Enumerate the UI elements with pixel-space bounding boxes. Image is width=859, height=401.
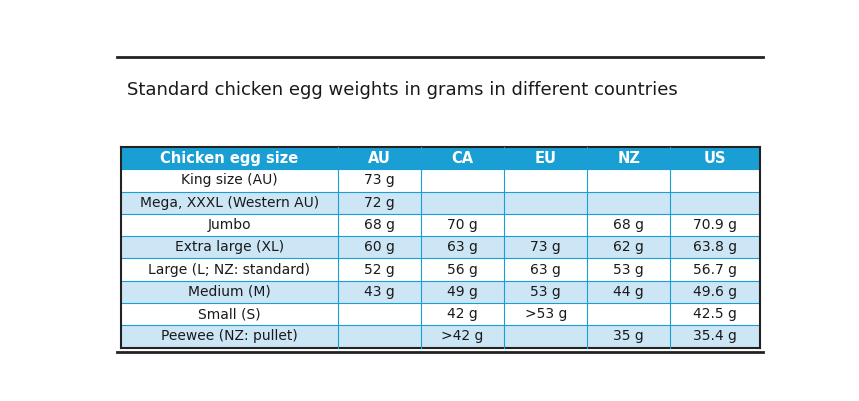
Bar — [504, 236, 588, 258]
Bar — [588, 214, 670, 236]
Bar — [338, 192, 421, 214]
Text: 60 g: 60 g — [364, 240, 395, 254]
Bar — [588, 303, 670, 325]
Bar — [504, 169, 588, 192]
Bar — [504, 325, 588, 348]
Bar — [421, 192, 504, 214]
Text: 44 g: 44 g — [613, 285, 644, 299]
Text: AU: AU — [369, 151, 391, 166]
Bar — [338, 303, 421, 325]
Text: Large (L; NZ: standard): Large (L; NZ: standard) — [149, 263, 310, 277]
Bar — [504, 214, 588, 236]
Bar — [338, 147, 421, 169]
Bar — [670, 169, 760, 192]
Text: 73 g: 73 g — [364, 173, 395, 187]
Text: 35 g: 35 g — [613, 330, 644, 344]
Text: Peewee (NZ: pullet): Peewee (NZ: pullet) — [161, 330, 298, 344]
Text: 63.8 g: 63.8 g — [693, 240, 737, 254]
Bar — [670, 214, 760, 236]
Bar — [421, 236, 504, 258]
Bar — [588, 169, 670, 192]
Bar — [421, 169, 504, 192]
Text: 42.5 g: 42.5 g — [693, 307, 737, 321]
Text: 68 g: 68 g — [613, 218, 644, 232]
Bar — [120, 303, 338, 325]
Bar — [120, 258, 338, 281]
Bar — [338, 281, 421, 303]
Bar — [338, 169, 421, 192]
Bar — [670, 281, 760, 303]
Text: 70.9 g: 70.9 g — [693, 218, 737, 232]
Text: US: US — [704, 151, 727, 166]
Bar — [120, 281, 338, 303]
Bar — [670, 147, 760, 169]
Text: 35.4 g: 35.4 g — [693, 330, 737, 344]
Bar — [120, 192, 338, 214]
Bar — [120, 169, 338, 192]
Text: >53 g: >53 g — [525, 307, 567, 321]
Bar — [670, 325, 760, 348]
Text: CA: CA — [452, 151, 473, 166]
Bar — [421, 303, 504, 325]
Bar — [588, 147, 670, 169]
Text: Chicken egg size: Chicken egg size — [161, 151, 298, 166]
Text: 49 g: 49 g — [448, 285, 478, 299]
Text: 49.6 g: 49.6 g — [693, 285, 737, 299]
Text: King size (AU): King size (AU) — [181, 173, 277, 187]
Bar — [120, 325, 338, 348]
Bar — [504, 192, 588, 214]
Bar — [588, 236, 670, 258]
Text: 62 g: 62 g — [613, 240, 644, 254]
Bar — [120, 214, 338, 236]
Text: 73 g: 73 g — [530, 240, 561, 254]
Text: 52 g: 52 g — [364, 263, 395, 277]
Text: Jumbo: Jumbo — [208, 218, 251, 232]
Bar — [120, 236, 338, 258]
Bar — [504, 258, 588, 281]
Bar — [421, 258, 504, 281]
Bar — [421, 214, 504, 236]
Bar — [670, 258, 760, 281]
Text: Mega, XXXL (Western AU): Mega, XXXL (Western AU) — [140, 196, 319, 210]
Text: 72 g: 72 g — [364, 196, 395, 210]
Bar — [504, 147, 588, 169]
Text: 53 g: 53 g — [613, 263, 644, 277]
Text: 63 g: 63 g — [530, 263, 561, 277]
Bar — [421, 325, 504, 348]
Bar — [338, 258, 421, 281]
Bar — [120, 147, 338, 169]
Bar — [670, 192, 760, 214]
Text: 56.7 g: 56.7 g — [693, 263, 737, 277]
Bar — [504, 303, 588, 325]
Bar — [421, 147, 504, 169]
Text: 70 g: 70 g — [448, 218, 478, 232]
Text: 63 g: 63 g — [448, 240, 478, 254]
Bar — [338, 325, 421, 348]
Bar — [588, 281, 670, 303]
Text: NZ: NZ — [618, 151, 640, 166]
Text: Standard chicken egg weights in grams in different countries: Standard chicken egg weights in grams in… — [127, 81, 678, 99]
Text: 43 g: 43 g — [364, 285, 395, 299]
Bar — [670, 236, 760, 258]
Text: Extra large (XL): Extra large (XL) — [174, 240, 283, 254]
Bar — [588, 325, 670, 348]
Bar — [588, 258, 670, 281]
Text: 68 g: 68 g — [364, 218, 395, 232]
Bar — [421, 281, 504, 303]
Text: 56 g: 56 g — [448, 263, 478, 277]
Text: 42 g: 42 g — [448, 307, 478, 321]
Text: EU: EU — [534, 151, 557, 166]
Text: Medium (M): Medium (M) — [188, 285, 271, 299]
Bar — [588, 192, 670, 214]
Text: >42 g: >42 g — [442, 330, 484, 344]
Text: 53 g: 53 g — [530, 285, 561, 299]
Text: Small (S): Small (S) — [198, 307, 260, 321]
Bar — [338, 214, 421, 236]
Bar — [504, 281, 588, 303]
Bar — [670, 303, 760, 325]
Bar — [338, 236, 421, 258]
